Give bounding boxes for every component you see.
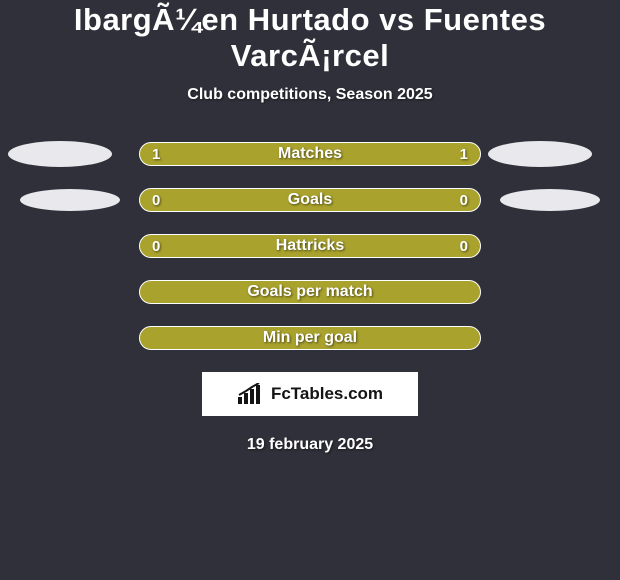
player-left-ellipse [8, 141, 112, 167]
brand-chart-icon [237, 383, 265, 405]
stat-row: Matches1 1 [0, 142, 620, 166]
comparison-card: IbargÃ¼en Hurtado vs Fuentes VarcÃ¡rcel … [0, 0, 620, 580]
stat-value-right: 1 [460, 146, 468, 163]
stat-label: Goals per match [140, 283, 480, 301]
stat-value-left: 0 [152, 238, 160, 255]
stat-bar: Matches1 1 [139, 142, 481, 166]
stat-row: Goals per match [0, 280, 620, 304]
stat-row: Goals0 0 [0, 188, 620, 212]
stat-label: Goals [140, 191, 480, 209]
stat-bar: Min per goal [139, 326, 481, 350]
stat-bar: Hattricks0 0 [139, 234, 481, 258]
stat-label: Matches [140, 145, 480, 163]
stat-bar: Goals per match [139, 280, 481, 304]
date: 19 february 2025 [0, 436, 620, 454]
stat-row: Min per goal [0, 326, 620, 350]
player-left-ellipse [20, 189, 120, 211]
stat-row: Hattricks0 0 [0, 234, 620, 258]
brand-text: FcTables.com [271, 384, 383, 404]
stat-label: Min per goal [140, 329, 480, 347]
stat-label: Hattricks [140, 237, 480, 255]
stat-value-right: 0 [460, 192, 468, 209]
page-title: IbargÃ¼en Hurtado vs Fuentes VarcÃ¡rcel [0, 2, 620, 74]
subtitle: Club competitions, Season 2025 [0, 86, 620, 104]
stat-bar: Goals0 0 [139, 188, 481, 212]
stat-value-left: 0 [152, 192, 160, 209]
brand-box[interactable]: FcTables.com [202, 372, 418, 416]
stat-value-left: 1 [152, 146, 160, 163]
player-right-ellipse [500, 189, 600, 211]
player-right-ellipse [488, 141, 592, 167]
stat-rows: Matches11Goals00Hattricks00Goals per mat… [0, 142, 620, 350]
stat-value-right: 0 [460, 238, 468, 255]
